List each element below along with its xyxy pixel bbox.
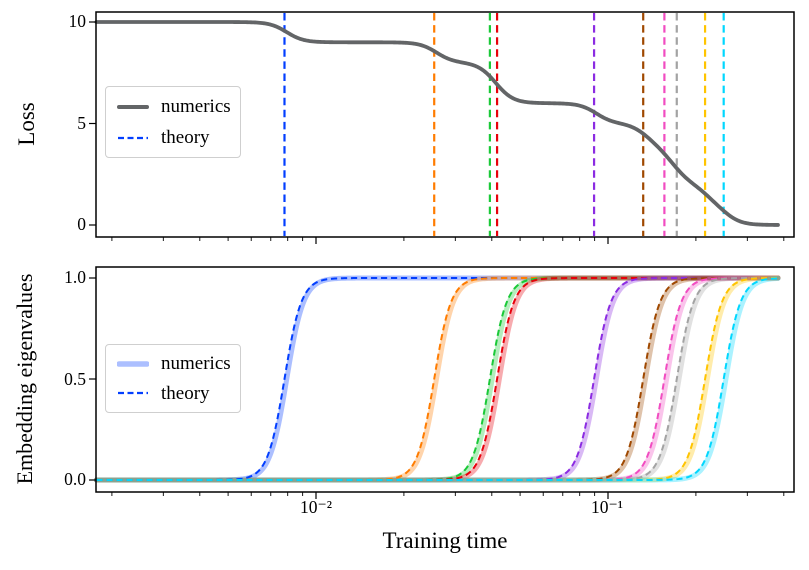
xtick-1e-1: 10⁻¹ bbox=[591, 497, 623, 517]
bottom-ytick-0.0: 0.0 bbox=[64, 469, 86, 490]
bottom-theory-curves bbox=[96, 277, 778, 481]
xlabel: Training time bbox=[382, 528, 508, 553]
top-legend-row-numerics: numerics bbox=[117, 97, 240, 116]
bottom-legend: numerics theory bbox=[105, 344, 241, 413]
top-legend: numerics theory bbox=[105, 86, 241, 158]
bottom-x-ticks bbox=[111, 492, 785, 499]
thick-lightblue-line-icon bbox=[117, 361, 149, 367]
top-legend-row-theory: theory bbox=[117, 128, 240, 147]
bottom-legend-row-numerics: numerics bbox=[117, 354, 240, 373]
top-legend-theory-label: theory bbox=[161, 127, 210, 148]
bottom-axes bbox=[89, 266, 795, 493]
blue-dashed-line-icon bbox=[118, 392, 148, 395]
top-numerics-loss-curve bbox=[94, 20, 780, 227]
bottom-legend-numerics-label: numerics bbox=[161, 353, 231, 375]
top-ytick-5: 5 bbox=[77, 113, 86, 134]
bottom-ytick-1.0: 1.0 bbox=[64, 267, 86, 288]
thick-gray-line-icon bbox=[117, 104, 149, 109]
top-axes bbox=[89, 11, 795, 238]
bottom-legend-theory-label: theory bbox=[161, 382, 210, 404]
blue-dashed-line-icon bbox=[118, 136, 148, 139]
top-x-ticks bbox=[111, 237, 785, 244]
bottom-legend-row-theory: theory bbox=[117, 384, 240, 403]
top-ytick-10: 10 bbox=[68, 11, 87, 32]
bottom-ytick-0.5: 0.5 bbox=[64, 369, 86, 390]
xtick-1e-2: 10⁻² bbox=[300, 497, 332, 517]
top-theory-vlines bbox=[283, 13, 725, 236]
top-legend-numerics-label: numerics bbox=[161, 96, 231, 117]
eigenvalue-theory-cyan bbox=[96, 277, 778, 481]
top-ytick-0: 0 bbox=[77, 214, 86, 235]
